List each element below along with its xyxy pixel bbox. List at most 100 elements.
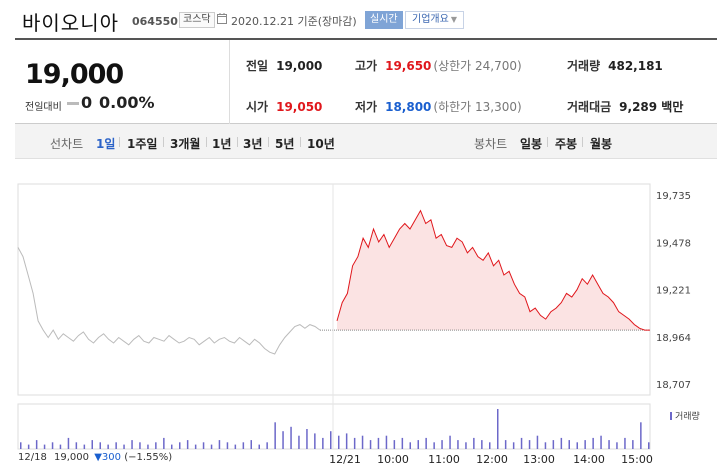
- volume-bar: [489, 442, 491, 449]
- volume-bar: [568, 440, 570, 449]
- volume-bar: [322, 437, 324, 449]
- summary-percent: (−1.55%): [124, 452, 173, 463]
- volume-bar: [179, 442, 181, 449]
- high-label: 고가: [355, 59, 378, 73]
- tab-10y[interactable]: 10년: [307, 137, 335, 151]
- divider: [119, 137, 120, 147]
- price-area: [337, 210, 650, 331]
- volume-bar: [242, 442, 245, 449]
- x-tick-label: 10:00: [377, 453, 409, 466]
- trade-value-label: 거래대금: [567, 100, 612, 114]
- tab-1d[interactable]: 1일: [96, 137, 116, 151]
- realtime-button[interactable]: 실시간: [365, 11, 403, 29]
- volume-bar: [290, 426, 292, 449]
- header: 바이오니아 064550 코스닥 2020.12.21 기준(장마감) 실시간 …: [0, 0, 717, 38]
- trade-value-value: 9,289 백만: [619, 100, 684, 114]
- price-area-fill: [337, 210, 650, 331]
- unchanged-icon: [67, 102, 79, 105]
- stock-code: 064550: [132, 15, 178, 28]
- volume-bar: [123, 444, 125, 449]
- line-chart-label: 선차트: [50, 137, 84, 151]
- change-percent: 0.00%: [99, 93, 155, 112]
- volume-bar: [401, 437, 404, 449]
- tab-3y[interactable]: 3년: [243, 137, 263, 151]
- volume-bar: [107, 444, 109, 449]
- volume-bar: [43, 444, 46, 449]
- volume-bar: [417, 440, 419, 449]
- tab-monthly[interactable]: 월봉: [590, 137, 613, 151]
- volume-bar: [194, 444, 197, 449]
- price-chart[interactable]: 19,735 19,478 19,221 18,964 18,707 12/21 10:00…: [0, 159, 717, 475]
- price-lines: [17, 209, 650, 355]
- volume-bar: [369, 440, 372, 449]
- company-overview-button[interactable]: 기업개요 ▼: [405, 11, 464, 29]
- volume-bar: [353, 437, 356, 449]
- volume-bar: [139, 442, 141, 449]
- volume-bar: [536, 435, 539, 449]
- quote-panel: 19,000 전일대비 0 0.00% 전일 19,000 고가 19,650 (상한…: [15, 38, 717, 124]
- volume-bar: [163, 437, 165, 449]
- stock-name[interactable]: 바이오니아: [22, 11, 119, 35]
- volume-bar: [616, 442, 618, 449]
- volume-bar: [83, 444, 86, 449]
- lower-limit: (하한가 13,300): [433, 100, 522, 114]
- volume-bar: [147, 444, 149, 449]
- volume-bar: [592, 437, 594, 449]
- volume-bar: [608, 440, 610, 449]
- tab-1w[interactable]: 1주일: [127, 137, 158, 151]
- volume-bar: [624, 437, 626, 449]
- volume-bar: [234, 444, 237, 449]
- current-price: 19,000: [25, 59, 124, 90]
- volume-bar: [345, 433, 348, 449]
- high-value: 19,650: [385, 59, 432, 73]
- volume-bar: [544, 442, 547, 449]
- volume-bar: [481, 440, 483, 449]
- volume-bar: [385, 435, 388, 449]
- prev-close: 전일 19,000: [246, 57, 322, 74]
- volume-bar: [457, 440, 459, 449]
- prev-day-line: [17, 247, 321, 355]
- chevron-down-icon: ▼: [450, 15, 457, 24]
- volume-bar: [600, 435, 602, 449]
- change-label: 전일대비: [25, 102, 62, 113]
- y-tick-label: 19,735: [656, 191, 691, 202]
- volume-bar: [552, 440, 555, 449]
- volume-bar: [393, 440, 396, 449]
- low-price: 저가 18,800 (하한가 13,300): [355, 98, 522, 115]
- volume-bar: [218, 440, 221, 449]
- volume-bar: [361, 435, 364, 449]
- tab-weekly[interactable]: 주봉: [555, 137, 578, 151]
- y-tick-label: 19,221: [656, 286, 691, 297]
- volume-bar: [115, 442, 117, 449]
- tab-1y[interactable]: 1년: [212, 137, 232, 151]
- price-plot-area: [17, 183, 651, 396]
- volume-bar: [425, 437, 427, 449]
- volume-bar: [59, 444, 62, 449]
- prev-close-label: 전일: [246, 59, 269, 73]
- volume-bar: [441, 440, 443, 449]
- volume-bar: [155, 442, 157, 449]
- high-price: 고가 19,650 (상한가 24,700): [355, 57, 522, 74]
- volume-bar: [298, 435, 300, 449]
- tab-3m[interactable]: 3개월: [170, 137, 201, 151]
- divider: [237, 137, 238, 147]
- volume-plot-area: [17, 403, 651, 450]
- volume-bar: [35, 440, 38, 449]
- y-tick-label: 18,964: [656, 333, 691, 344]
- volume-bar: [210, 444, 213, 449]
- volume-bar: [258, 444, 260, 449]
- volume-bar: [377, 437, 380, 449]
- volume-bar: [560, 437, 563, 449]
- x-tick-label: 15:00: [621, 453, 653, 466]
- tab-daily[interactable]: 일봉: [520, 137, 543, 151]
- volume-bar: [512, 442, 515, 449]
- volume-legend: 거래량: [670, 409, 700, 422]
- volume-bar: [91, 440, 93, 449]
- tab-5y[interactable]: 5년: [275, 137, 295, 151]
- volume-bar: [20, 442, 22, 449]
- x-tick-label: 11:00: [428, 453, 460, 466]
- today-line: [336, 209, 650, 331]
- volume-bar: [338, 435, 340, 449]
- volume-bar: [520, 437, 523, 449]
